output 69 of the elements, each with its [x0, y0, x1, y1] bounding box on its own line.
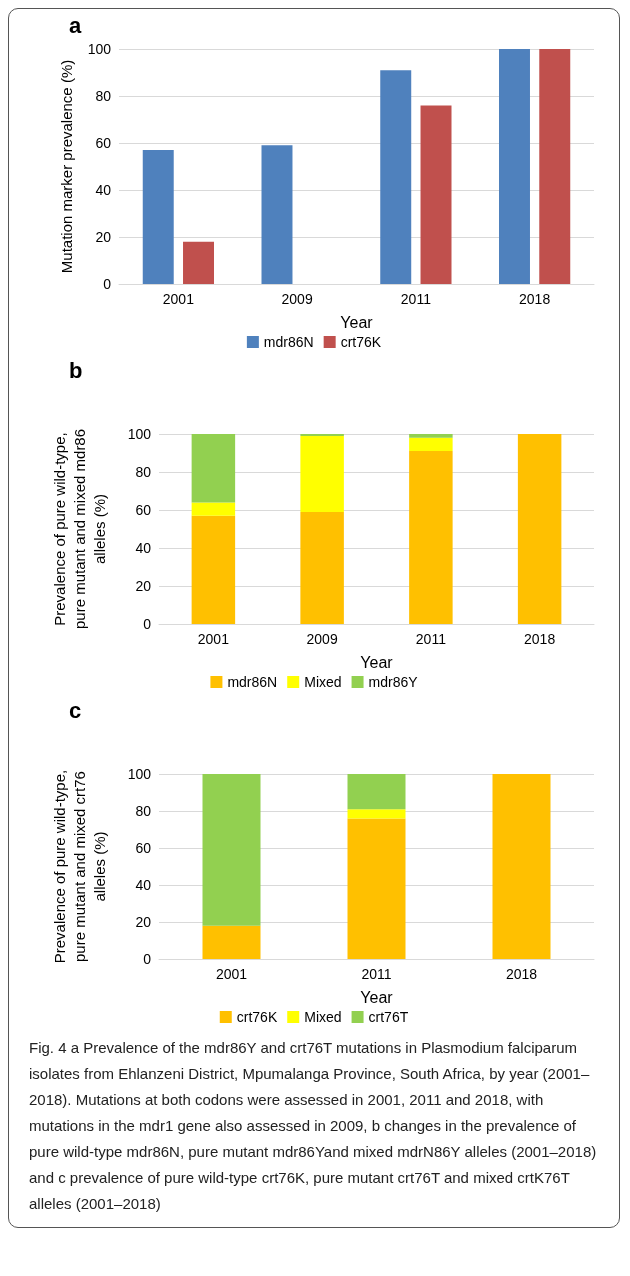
legend-label: crt76T	[368, 1009, 409, 1025]
x-axis-title: Year	[360, 653, 394, 671]
y-axis-title: Mutation marker prevalence (%)	[58, 59, 76, 274]
y-tick-label: 60	[135, 840, 152, 856]
y-tick-label: 20	[135, 578, 152, 594]
x-tick-label: 2018	[519, 291, 551, 307]
bar	[347, 774, 406, 810]
bar	[409, 434, 453, 438]
legend-label: Mixed	[304, 1009, 342, 1025]
y-tick-label: 0	[103, 276, 112, 292]
x-tick-label: 2001	[162, 291, 195, 307]
legend-label: crt76K	[340, 334, 382, 350]
x-tick-label: 2011	[361, 966, 392, 982]
x-tick-label: 2009	[306, 631, 338, 647]
bar	[347, 818, 406, 959]
bar	[191, 502, 236, 516]
bar	[191, 434, 236, 503]
y-tick-label: 80	[95, 88, 112, 104]
bar	[183, 241, 214, 284]
bar	[492, 774, 551, 959]
x-axis-title: Year	[360, 988, 394, 1006]
bar	[517, 434, 562, 624]
legend-label: Mixed	[304, 674, 342, 690]
y-tick-label: 60	[135, 502, 152, 518]
y-tick-label: 80	[135, 464, 152, 480]
y-tick-label: 20	[95, 229, 112, 245]
legend-label: crt76K	[236, 1009, 278, 1025]
bar	[300, 511, 344, 624]
bar	[380, 70, 412, 284]
bar	[347, 809, 406, 819]
x-tick-label: 2011	[400, 291, 432, 307]
y-tick-label: 60	[95, 135, 112, 151]
y-tick-label: 40	[135, 877, 152, 893]
y-tick-label: 40	[135, 540, 152, 556]
chart-title: b	[69, 357, 83, 383]
bar	[409, 437, 453, 452]
y-tick-label: 40	[95, 182, 112, 198]
y-tick-label: 80	[135, 803, 152, 819]
x-tick-label: 2011	[415, 631, 447, 647]
bar	[142, 150, 174, 284]
x-tick-label: 2001	[215, 966, 248, 982]
legend-label: mdr86Y	[368, 674, 419, 690]
chart-title: a	[69, 12, 82, 38]
chart-title: c	[69, 697, 82, 723]
legend-label: mdr86N	[227, 674, 278, 690]
x-tick-label: 2001	[197, 631, 230, 647]
bar	[202, 925, 261, 959]
x-axis-title: Year	[340, 313, 374, 331]
y-tick-label: 20	[135, 914, 152, 930]
y-axis-title: Prevalence of pure wild-type, pure mutant and mixed mdr86 alleles (%)	[50, 428, 108, 630]
y-tick-label: 100	[127, 766, 152, 782]
bar	[499, 49, 530, 284]
y-tick-label: 0	[143, 616, 152, 632]
x-tick-label: 2018	[505, 966, 538, 982]
caption: Fig. 4 a Prevalence of the mdr86Y and crt76T mutations in Plasmodium falciparum isolates from Ehlanzeni District, Mpumalanga Province, South Africa, by year (2001–2018). Mutations at both codons were assessed in 2001, 2011 and 2018, with mutations in the mdr1 gene also assessed in 2009, b changes in the prevalence of pure wild-type mdr86N, pure mutant mdr86Yand mixed mdrN86Y alleles (2001–2018) and c prevalence of pure wild-type crt76K, pure mutant crt76T and mixed crtK76T alleles (2001–2018)	[28, 1038, 598, 1214]
bar	[539, 49, 571, 284]
x-tick-label: 2009	[281, 291, 313, 307]
y-tick-label: 100	[87, 41, 112, 57]
bar	[261, 145, 293, 284]
y-tick-label: 100	[127, 426, 152, 442]
legend-label: mdr86N	[263, 334, 314, 350]
bar	[420, 105, 452, 284]
bar	[191, 515, 236, 624]
bar	[202, 774, 261, 926]
bar	[409, 451, 453, 624]
y-tick-label: 0	[143, 951, 152, 967]
y-axis-title: Prevalence of pure wild-type, pure mutant and mixed crt76 alleles (%)	[50, 769, 108, 964]
x-tick-label: 2018	[524, 631, 556, 647]
bar	[300, 435, 344, 512]
